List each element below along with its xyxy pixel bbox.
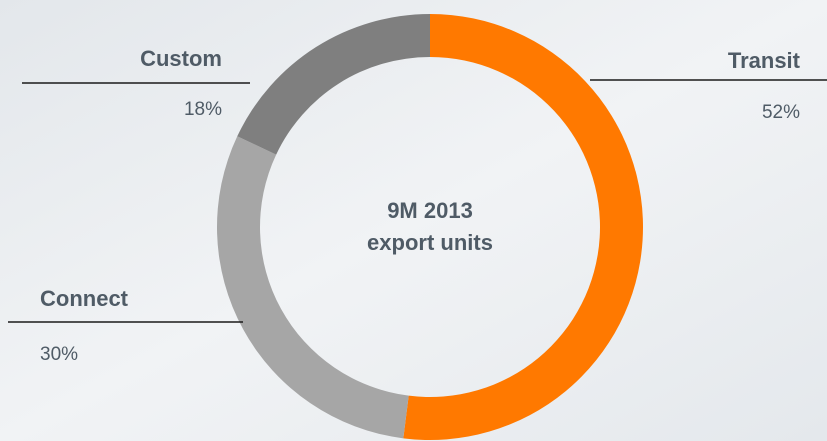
value-label: 52% (762, 102, 800, 123)
value-label: 18% (184, 99, 222, 120)
value-label: 30% (40, 344, 78, 365)
category-label: Connect (40, 286, 129, 311)
category-label: Transit (728, 48, 801, 73)
donut-segment (237, 14, 430, 155)
center-text: export units (367, 230, 493, 255)
donut-segment (403, 14, 643, 440)
category-label: Custom (140, 46, 222, 71)
center-text: 9M 2013 (387, 198, 473, 223)
donut-segment (217, 136, 409, 439)
